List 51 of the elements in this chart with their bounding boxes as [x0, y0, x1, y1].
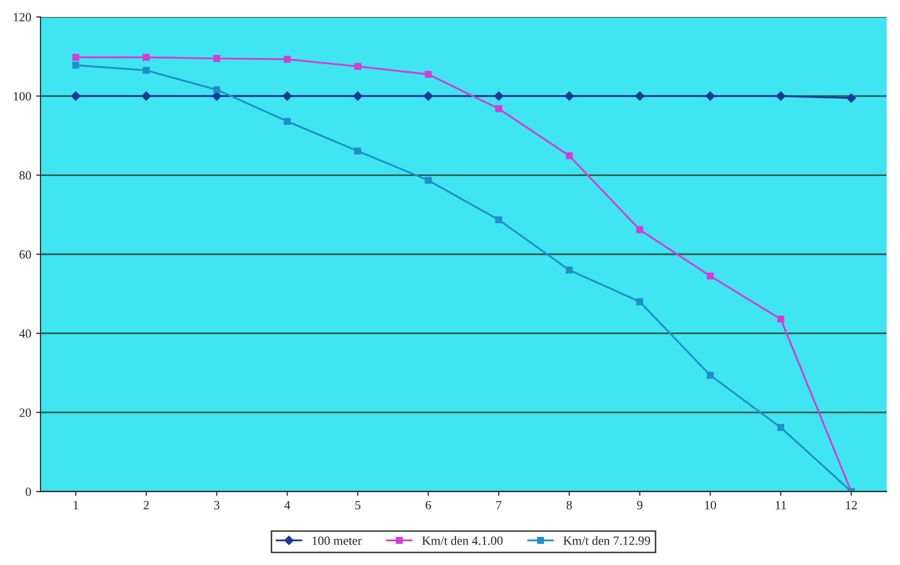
y-tick-label: 100 — [14, 92, 31, 101]
point — [424, 70, 432, 78]
point — [284, 118, 291, 125]
point — [706, 272, 714, 280]
point — [142, 66, 150, 74]
x-tick-label: 5 — [355, 501, 360, 510]
point — [566, 266, 573, 274]
point — [705, 91, 716, 101]
point — [72, 62, 80, 69]
x-tick-label: 6 — [426, 500, 431, 510]
point — [142, 54, 150, 61]
x-tick-label: 2 — [144, 500, 149, 510]
legend-label: Km/t den 7.12.99 — [563, 536, 650, 545]
point — [423, 91, 434, 101]
y-tick-label: 60 — [20, 250, 31, 259]
x-tick-label: 1 — [74, 501, 78, 510]
x-tick-label: 7 — [496, 501, 502, 510]
point — [70, 91, 81, 101]
point — [424, 176, 432, 184]
x-tick-label: 9 — [637, 500, 642, 510]
point — [564, 91, 574, 101]
x-tick-label: 10 — [705, 500, 716, 510]
point — [354, 148, 362, 154]
x-tick-label: 3 — [214, 500, 220, 510]
x-tick-label: 8 — [566, 500, 572, 510]
point — [846, 93, 856, 103]
point — [213, 86, 220, 94]
x-tick-label: 12 — [846, 500, 857, 510]
point — [495, 105, 502, 112]
point — [494, 91, 504, 101]
x-tick-label: 4 — [284, 501, 290, 510]
point — [777, 424, 784, 431]
legend-label: 100 meter — [312, 536, 362, 545]
x-tick-label: 11 — [776, 501, 786, 510]
point — [634, 91, 645, 101]
point — [776, 91, 786, 101]
y-tick-label: 80 — [19, 171, 31, 180]
point — [282, 91, 292, 101]
legend-label: Km/t den 4.1.00 — [422, 536, 503, 545]
point — [352, 91, 363, 101]
y-tick-label: 20 — [20, 408, 31, 417]
y-tick-label: 120 — [14, 12, 31, 22]
point — [141, 91, 152, 101]
y-tick-label: 40 — [19, 329, 31, 338]
point — [495, 216, 502, 224]
point — [777, 316, 784, 323]
point — [72, 54, 80, 61]
point — [213, 55, 220, 62]
point — [636, 298, 644, 306]
y-tick-label: 0 — [26, 488, 31, 496]
point — [354, 62, 362, 70]
